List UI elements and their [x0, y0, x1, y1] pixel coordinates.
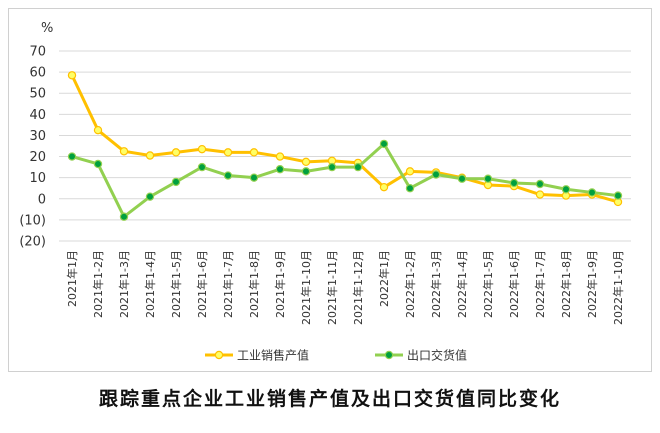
x-tick-label: 2021年1-2月 — [91, 250, 105, 318]
data-point — [171, 148, 181, 157]
data-point — [145, 192, 155, 201]
y-axis-ticks: 70 60 50 40 30 20 10 0 (10) (20) — [19, 45, 46, 250]
data-point — [379, 139, 389, 149]
x-tick-label: 2021年1-7月 — [221, 250, 235, 318]
y-tick-label: 20 — [29, 150, 46, 165]
y-tick-label: 40 — [29, 108, 46, 123]
data-point — [197, 162, 207, 172]
data-point — [613, 191, 623, 200]
x-tick-label: 2022年1月 — [377, 250, 391, 307]
data-point — [431, 170, 441, 179]
y-tick-label: 30 — [29, 129, 46, 144]
data-point — [483, 174, 493, 183]
x-tick-label: 2022年1-7月 — [533, 250, 547, 318]
data-point — [457, 174, 467, 183]
gridlines — [59, 50, 631, 242]
line-chart: 70 60 50 40 30 20 10 0 (10) (20) 2021年1月 2021年1-2月… — [19, 21, 631, 363]
x-tick-label: 2021年1月 — [65, 250, 79, 307]
chart-caption: 跟踪重点企业工业销售产值及出口交货值同比变化 — [98, 388, 561, 410]
data-point — [93, 159, 103, 169]
x-tick-label: 2021年1-9月 — [273, 250, 287, 318]
x-tick-label: 2022年1-3月 — [429, 250, 443, 318]
y-tick-label: (20) — [19, 235, 46, 250]
series-line-2 — [71, 142, 619, 219]
x-tick-label: 2021年1-10月 — [299, 250, 313, 325]
data-point — [119, 212, 129, 221]
data-point — [379, 182, 389, 192]
data-point — [145, 151, 155, 160]
data-point — [561, 185, 571, 194]
data-point — [93, 125, 103, 135]
x-tick-label: 2022年1-5月 — [481, 250, 495, 318]
y-tick-label: 70 — [29, 45, 46, 60]
x-tick-label: 2021年1-8月 — [247, 250, 261, 318]
data-point — [67, 152, 77, 161]
legend: 工业销售产值 出口交货值 — [205, 348, 467, 363]
data-point — [171, 177, 181, 187]
x-tick-label: 2021年1-6月 — [195, 250, 209, 318]
y-tick-label: 0 — [38, 192, 46, 207]
data-point — [353, 162, 363, 172]
x-tick-label: 2022年1-6月 — [507, 250, 521, 318]
y-tick-label: 60 — [29, 66, 46, 81]
data-point — [301, 157, 311, 167]
series-lines — [67, 71, 623, 221]
data-point — [509, 178, 519, 188]
y-tick-label: 50 — [29, 87, 46, 102]
x-tick-label: 2022年1-9月 — [585, 250, 599, 318]
x-tick-label: 2022年1-10月 — [611, 250, 625, 325]
data-point — [119, 147, 129, 156]
data-point — [197, 144, 207, 154]
legend-label: 出口交货值 — [407, 348, 467, 363]
data-point — [223, 171, 233, 180]
y-tick-label: (10) — [19, 213, 46, 228]
y-tick-label: 10 — [29, 171, 46, 186]
legend-swatch-marker — [214, 350, 224, 360]
x-axis-ticks: 2021年1月 2021年1-2月 2021年1-3月 2021年1-4月 2021年1… — [65, 250, 625, 325]
data-point — [535, 179, 545, 189]
series-line-1 — [70, 74, 619, 204]
data-point — [275, 165, 285, 174]
data-point — [327, 162, 337, 172]
x-tick-label: 2022年1-2月 — [403, 250, 417, 318]
data-point — [223, 148, 233, 157]
x-tick-label: 2022年1-8月 — [559, 250, 573, 318]
x-tick-label: 2022年1-4月 — [455, 250, 469, 318]
x-tick-label: 2021年1-5月 — [169, 250, 183, 318]
data-point — [249, 173, 259, 182]
data-point — [535, 190, 545, 199]
y-unit-label: % — [41, 21, 53, 36]
chart-frame: 70 60 50 40 30 20 10 0 (10) (20) 2021年1月 2021年1-2月… — [8, 8, 652, 372]
data-point — [405, 184, 415, 193]
legend-swatch-marker — [384, 350, 394, 360]
x-tick-label: 2021年1-11月 — [325, 250, 339, 325]
data-point — [275, 152, 285, 161]
legend-label: 工业销售产值 — [237, 348, 309, 363]
data-point — [405, 167, 415, 176]
x-tick-label: 2021年1-3月 — [117, 250, 131, 318]
data-point — [301, 167, 311, 176]
data-point — [249, 148, 259, 157]
x-tick-label: 2021年1-4月 — [143, 250, 157, 318]
x-tick-label: 2021年1-12月 — [351, 250, 365, 325]
data-point — [67, 71, 77, 80]
data-point — [587, 188, 597, 197]
